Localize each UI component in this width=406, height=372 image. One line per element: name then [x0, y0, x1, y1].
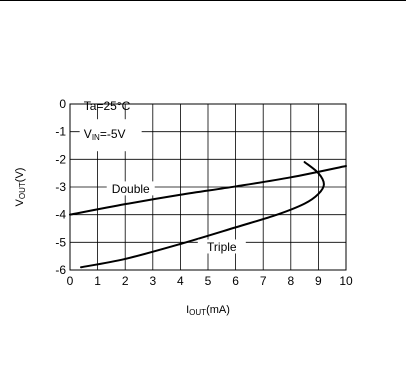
plot-frame	[69, 103, 347, 271]
annotation-background	[79, 119, 142, 152]
x-tick-label: 3	[149, 274, 156, 288]
x-tick-label: 2	[122, 274, 129, 288]
x-tick-label: 1	[94, 274, 101, 288]
y-tick-label: -6	[55, 263, 66, 277]
series-line-double	[69, 164, 347, 216]
x-tick-label: 9	[315, 274, 322, 288]
x-tick-label: 6	[232, 274, 239, 288]
x-tick-label: 4	[177, 274, 184, 288]
series-layer	[69, 161, 347, 269]
x-tick-label: 10	[339, 274, 353, 288]
y-axis-label: VOUT(V)	[14, 168, 27, 207]
annotation-temperature: Ta=25°C	[84, 99, 131, 113]
y-tick-label: -2	[55, 152, 66, 166]
y-tick-label: -1	[55, 125, 66, 139]
series-label-triple: Triple	[207, 240, 237, 254]
y-tick-label: -5	[55, 235, 66, 249]
y-tick-label: -3	[55, 180, 66, 194]
x-tick-label: 7	[260, 274, 267, 288]
y-tick-label: -4	[55, 208, 66, 222]
x-axis-label: IOUT(mA)	[186, 304, 230, 317]
label-layer: Double Triple	[79, 119, 246, 254]
top-rule	[0, 0, 406, 1]
series-label-background	[197, 239, 246, 254]
x-tick-label: 5	[205, 274, 212, 288]
y-tick-label: 0	[59, 97, 66, 111]
tick-labels: 0 1 2 3 4 5 6 7 8 9 10 0 -1 -2 -3 -4 -5 -6	[55, 97, 353, 288]
x-tick-label: 8	[287, 274, 294, 288]
x-tick-label: 0	[67, 274, 74, 288]
series-label-double: Double	[112, 182, 150, 196]
annotation-input-voltage: VIN=-5V	[84, 127, 126, 142]
series-label-background	[106, 181, 155, 196]
series-line-triple	[80, 161, 325, 269]
